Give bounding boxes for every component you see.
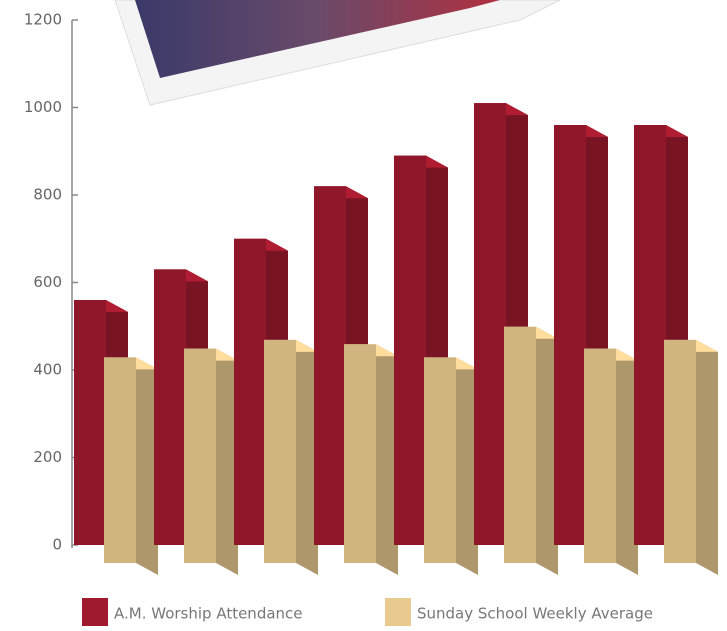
y-tick-label: 200 (33, 448, 62, 466)
bar (344, 344, 376, 563)
y-tick-label: 0 (52, 536, 62, 554)
bar (634, 125, 666, 545)
bar (184, 348, 216, 563)
bar (424, 357, 456, 563)
bar (104, 357, 136, 563)
bar-side (456, 357, 478, 575)
bar-side (616, 348, 638, 575)
bar (554, 125, 586, 545)
bar-side (536, 326, 558, 575)
bar (264, 339, 296, 563)
bar-side (696, 339, 718, 575)
y-tick-label: 1000 (24, 98, 62, 116)
legend-label: A.M. Worship Attendance (114, 605, 303, 623)
y-tick-label: 400 (33, 361, 62, 379)
bar (234, 238, 266, 545)
y-tick-label: 1200 (24, 11, 62, 29)
bar-side (216, 348, 238, 575)
legend-swatch (385, 598, 411, 626)
bar (584, 348, 616, 563)
bar (74, 300, 106, 545)
bar (474, 103, 506, 545)
bar (314, 186, 346, 545)
bar (394, 155, 426, 545)
bar (664, 339, 696, 563)
bar-side (136, 357, 158, 575)
photo (135, 0, 500, 78)
legend-swatch (82, 598, 108, 626)
bar-side (376, 344, 398, 575)
bar (154, 269, 186, 545)
bar-side (296, 339, 318, 575)
y-tick-label: 600 (33, 273, 62, 291)
bar (504, 326, 536, 563)
y-tick-label: 800 (33, 186, 62, 204)
legend-label: Sunday School Weekly Average (417, 605, 653, 623)
